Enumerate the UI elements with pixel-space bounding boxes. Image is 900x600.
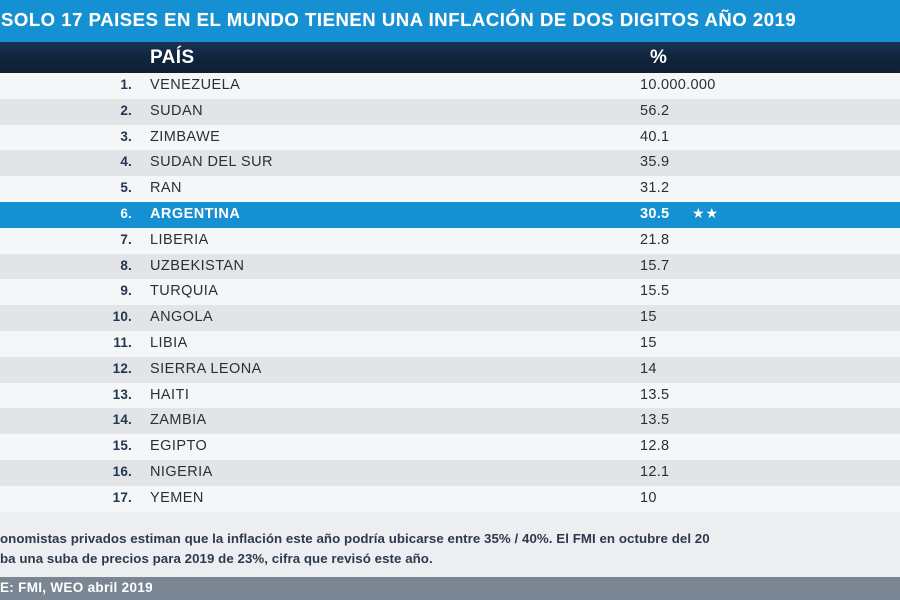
row-rank: 13. xyxy=(112,386,132,402)
row-rank: 1. xyxy=(120,77,132,92)
row-inflation-value: 21.8 xyxy=(640,231,670,248)
table-row: 12. SIERRA LEONA 14 xyxy=(0,356,900,383)
row-rank: 4. xyxy=(120,154,132,170)
row-country-name: ZIMBAWE xyxy=(150,128,221,145)
row-country-name: LIBERIA xyxy=(150,231,209,248)
row-country-name: ZAMBIA xyxy=(150,412,207,429)
row-inflation-value: 14 xyxy=(640,360,657,377)
row-inflation-value: 15.5 xyxy=(640,283,670,300)
row-inflation-value: 31.2 xyxy=(640,180,670,197)
row-country-name: ANGOLA xyxy=(150,309,214,326)
row-rank: 5. xyxy=(120,180,132,196)
column-header-country: PAÍS xyxy=(150,47,195,68)
row-inflation-value: 12.1 xyxy=(640,463,670,480)
row-country-name: RAN xyxy=(150,180,182,197)
row-country-name: SUDAN DEL SUR xyxy=(150,154,273,171)
row-inflation-value: 10 xyxy=(640,489,657,506)
row-country-name: EGIPTO xyxy=(150,438,208,455)
page-title: SOLO 17 PAISES EN EL MUNDO TIENEN UNA IN… xyxy=(1,9,797,30)
table-row: 14. ZAMBIA 13.5 xyxy=(0,408,900,435)
table-row: 17. YEMEN 10 xyxy=(0,485,900,512)
row-country-name: TURQUIA xyxy=(150,283,219,300)
row-inflation-value: 13.5 xyxy=(640,412,670,429)
footnote-line-1: onomistas privados estiman que la inflac… xyxy=(0,531,710,546)
row-inflation-value: 15 xyxy=(640,334,657,351)
table-body: 1. VENEZUELA 10.000.000 2. SUDAN 56.2 3. ZIMBAW… xyxy=(0,73,900,512)
row-inflation-value: 30.5 xyxy=(640,205,670,222)
table-row: 8. UZBEKISTAN 15.7 xyxy=(0,253,900,280)
row-inflation-value: 15.7 xyxy=(640,257,670,274)
row-rank: 15. xyxy=(112,438,132,454)
table-row: 5. RAN 31.2 xyxy=(0,176,900,202)
table-row: 13. HAITI 13.5 xyxy=(0,382,900,409)
table-row: 9. TURQUIA 15.5 xyxy=(0,279,900,306)
table-row: 6. ARGENTINA 30.5 ★★ xyxy=(0,201,900,228)
source-text: E: FMI, WEO abril 2019 xyxy=(0,580,153,595)
row-rank: 2. xyxy=(120,102,132,118)
row-rank: 12. xyxy=(112,360,132,376)
row-country-name: LIBIA xyxy=(150,334,188,351)
row-country-name: NIGERIA xyxy=(150,463,213,480)
row-rank: 7. xyxy=(120,231,132,247)
row-inflation-value: 40.1 xyxy=(640,128,670,145)
table-row: 1. VENEZUELA 10.000.000 xyxy=(0,73,900,99)
row-rank: 9. xyxy=(120,283,132,299)
table-row: 15. EGIPTO 12.8 xyxy=(0,434,900,460)
row-inflation-value: 56.2 xyxy=(640,102,670,119)
row-country-name: VENEZUELA xyxy=(150,77,241,93)
footnote-line-2: ba una suba de precios para 2019 de 23%,… xyxy=(0,551,433,566)
table-row: 7. LIBERIA 21.8 xyxy=(0,227,900,254)
row-inflation-value: 35.9 xyxy=(640,154,670,171)
table-column-header: PAÍS % xyxy=(0,42,900,73)
source-bar: E: FMI, WEO abril 2019 xyxy=(0,577,900,600)
star-marker-icon: ★★ xyxy=(692,204,720,221)
footnote-block: onomistas privados estiman que la inflac… xyxy=(0,512,900,577)
table-row: 2. SUDAN 56.2 xyxy=(0,98,900,125)
table-row: 16. NIGERIA 12.1 xyxy=(0,459,900,486)
row-country-name: UZBEKISTAN xyxy=(150,257,245,274)
row-inflation-value: 13.5 xyxy=(640,386,670,403)
row-country-name: ARGENTINA xyxy=(150,205,241,222)
row-inflation-value: 15 xyxy=(640,309,657,326)
table-row: 4. SUDAN DEL SUR 35.9 xyxy=(0,150,900,177)
title-bar: SOLO 17 PAISES EN EL MUNDO TIENEN UNA IN… xyxy=(0,0,900,42)
row-rank: 8. xyxy=(120,257,132,273)
row-rank: 16. xyxy=(112,463,132,479)
table-row: 10. ANGOLA 15 xyxy=(0,305,900,331)
row-country-name: SUDAN xyxy=(150,102,204,119)
table-row: 3. ZIMBAWE 40.1 xyxy=(0,124,900,151)
row-rank: 14. xyxy=(112,412,132,428)
row-inflation-value: 12.8 xyxy=(640,438,670,455)
row-country-name: SIERRA LEONA xyxy=(150,360,262,377)
row-country-name: YEMEN xyxy=(150,489,204,506)
row-rank: 17. xyxy=(112,489,132,505)
row-rank: 11. xyxy=(113,334,132,350)
column-header-percent: % xyxy=(650,47,667,68)
row-country-name: HAITI xyxy=(150,386,190,403)
row-inflation-value: 10.000.000 xyxy=(640,77,716,93)
row-rank: 6. xyxy=(120,205,132,221)
row-rank: 10. xyxy=(112,309,132,325)
table-row: 11. LIBIA 15 xyxy=(0,330,900,357)
row-rank: 3. xyxy=(120,128,132,144)
